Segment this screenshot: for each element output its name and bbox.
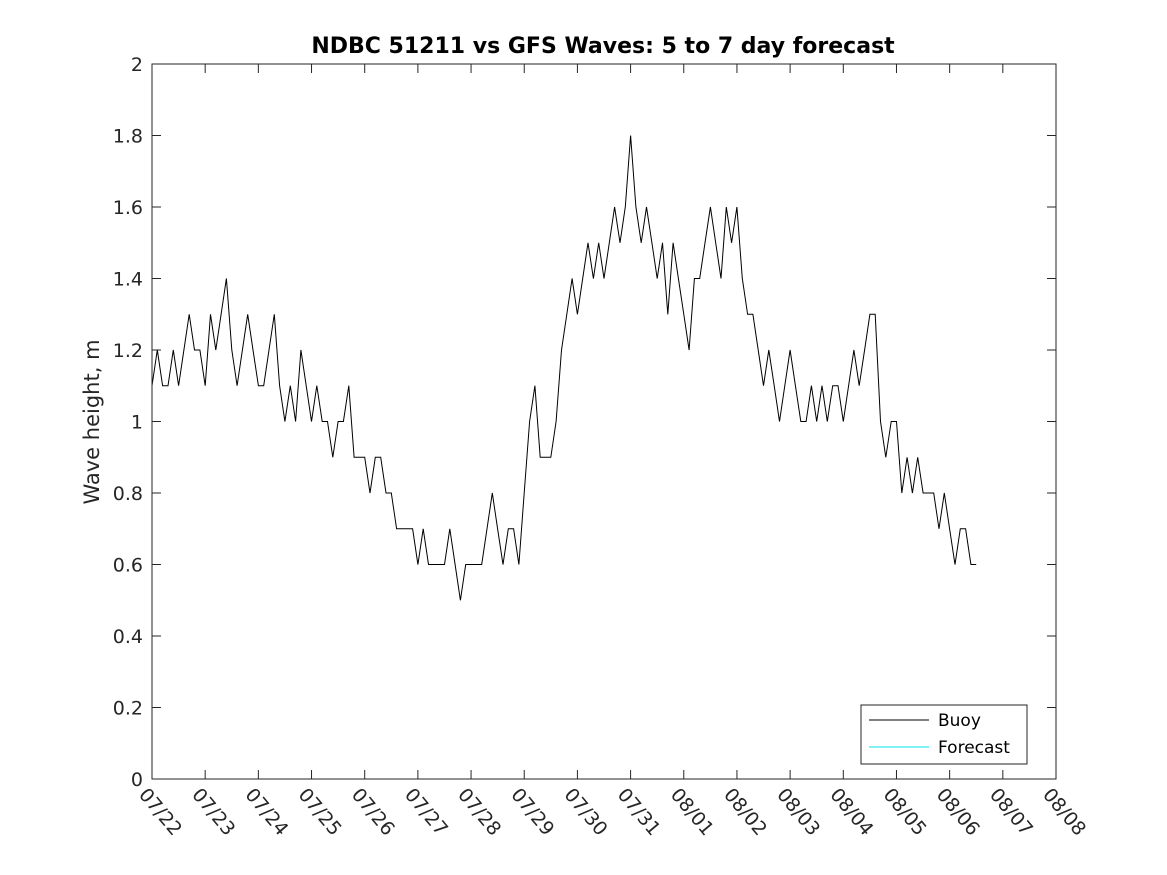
y-tick-label: 0.4 — [113, 626, 143, 648]
x-tick-label: 07/24 — [241, 784, 293, 840]
x-tick-label: 07/28 — [453, 784, 505, 840]
legend-label-forecast: Forecast — [938, 738, 1010, 758]
x-tick-label: 08/06 — [932, 784, 984, 840]
legend: Buoy Forecast — [860, 704, 1028, 765]
x-tick-label: 08/02 — [719, 784, 771, 840]
x-tick-label: 08/03 — [772, 784, 824, 840]
x-tick-label: 07/26 — [347, 784, 399, 840]
x-tick-label: 07/31 — [613, 784, 665, 840]
x-tick-label: 08/01 — [666, 784, 718, 840]
y-tick-label: 1.6 — [113, 197, 143, 219]
x-tick-label: 08/08 — [1038, 784, 1090, 840]
series-line-buoy — [151, 135, 977, 601]
chart-title: NDBC 51211 vs GFS Waves: 5 to 7 day fore… — [311, 34, 895, 59]
x-tick-label: 07/23 — [187, 784, 239, 840]
x-tick-label: 08/05 — [879, 784, 931, 840]
plot-area-frame — [151, 63, 1057, 780]
y-tick-label: 2 — [131, 54, 143, 76]
x-tick-label: 07/27 — [400, 784, 452, 840]
x-tick-label: 07/30 — [560, 784, 612, 840]
x-tick-label: 08/04 — [825, 784, 877, 840]
plot-lines — [151, 135, 977, 601]
y-tick-label: 0.8 — [113, 483, 143, 505]
x-tick-label: 07/25 — [294, 784, 346, 840]
x-tick-label: 07/22 — [134, 784, 186, 840]
legend-label-buoy: Buoy — [938, 711, 981, 731]
legend-box — [860, 704, 1028, 765]
y-tick-label: 0.6 — [113, 555, 143, 577]
x-tick-label: 08/07 — [985, 784, 1037, 840]
y-tick-label: 1.2 — [113, 340, 143, 362]
y-tick-label: 0 — [131, 769, 143, 791]
y-tick-label: 1.4 — [113, 269, 143, 291]
y-tick-label: 1 — [131, 412, 143, 434]
y-tick-label: 0.2 — [113, 698, 143, 720]
y-tick-label: 1.8 — [113, 126, 143, 148]
y-axis-label: Wave height, m — [80, 339, 104, 504]
x-tick-label: 07/29 — [506, 784, 558, 840]
